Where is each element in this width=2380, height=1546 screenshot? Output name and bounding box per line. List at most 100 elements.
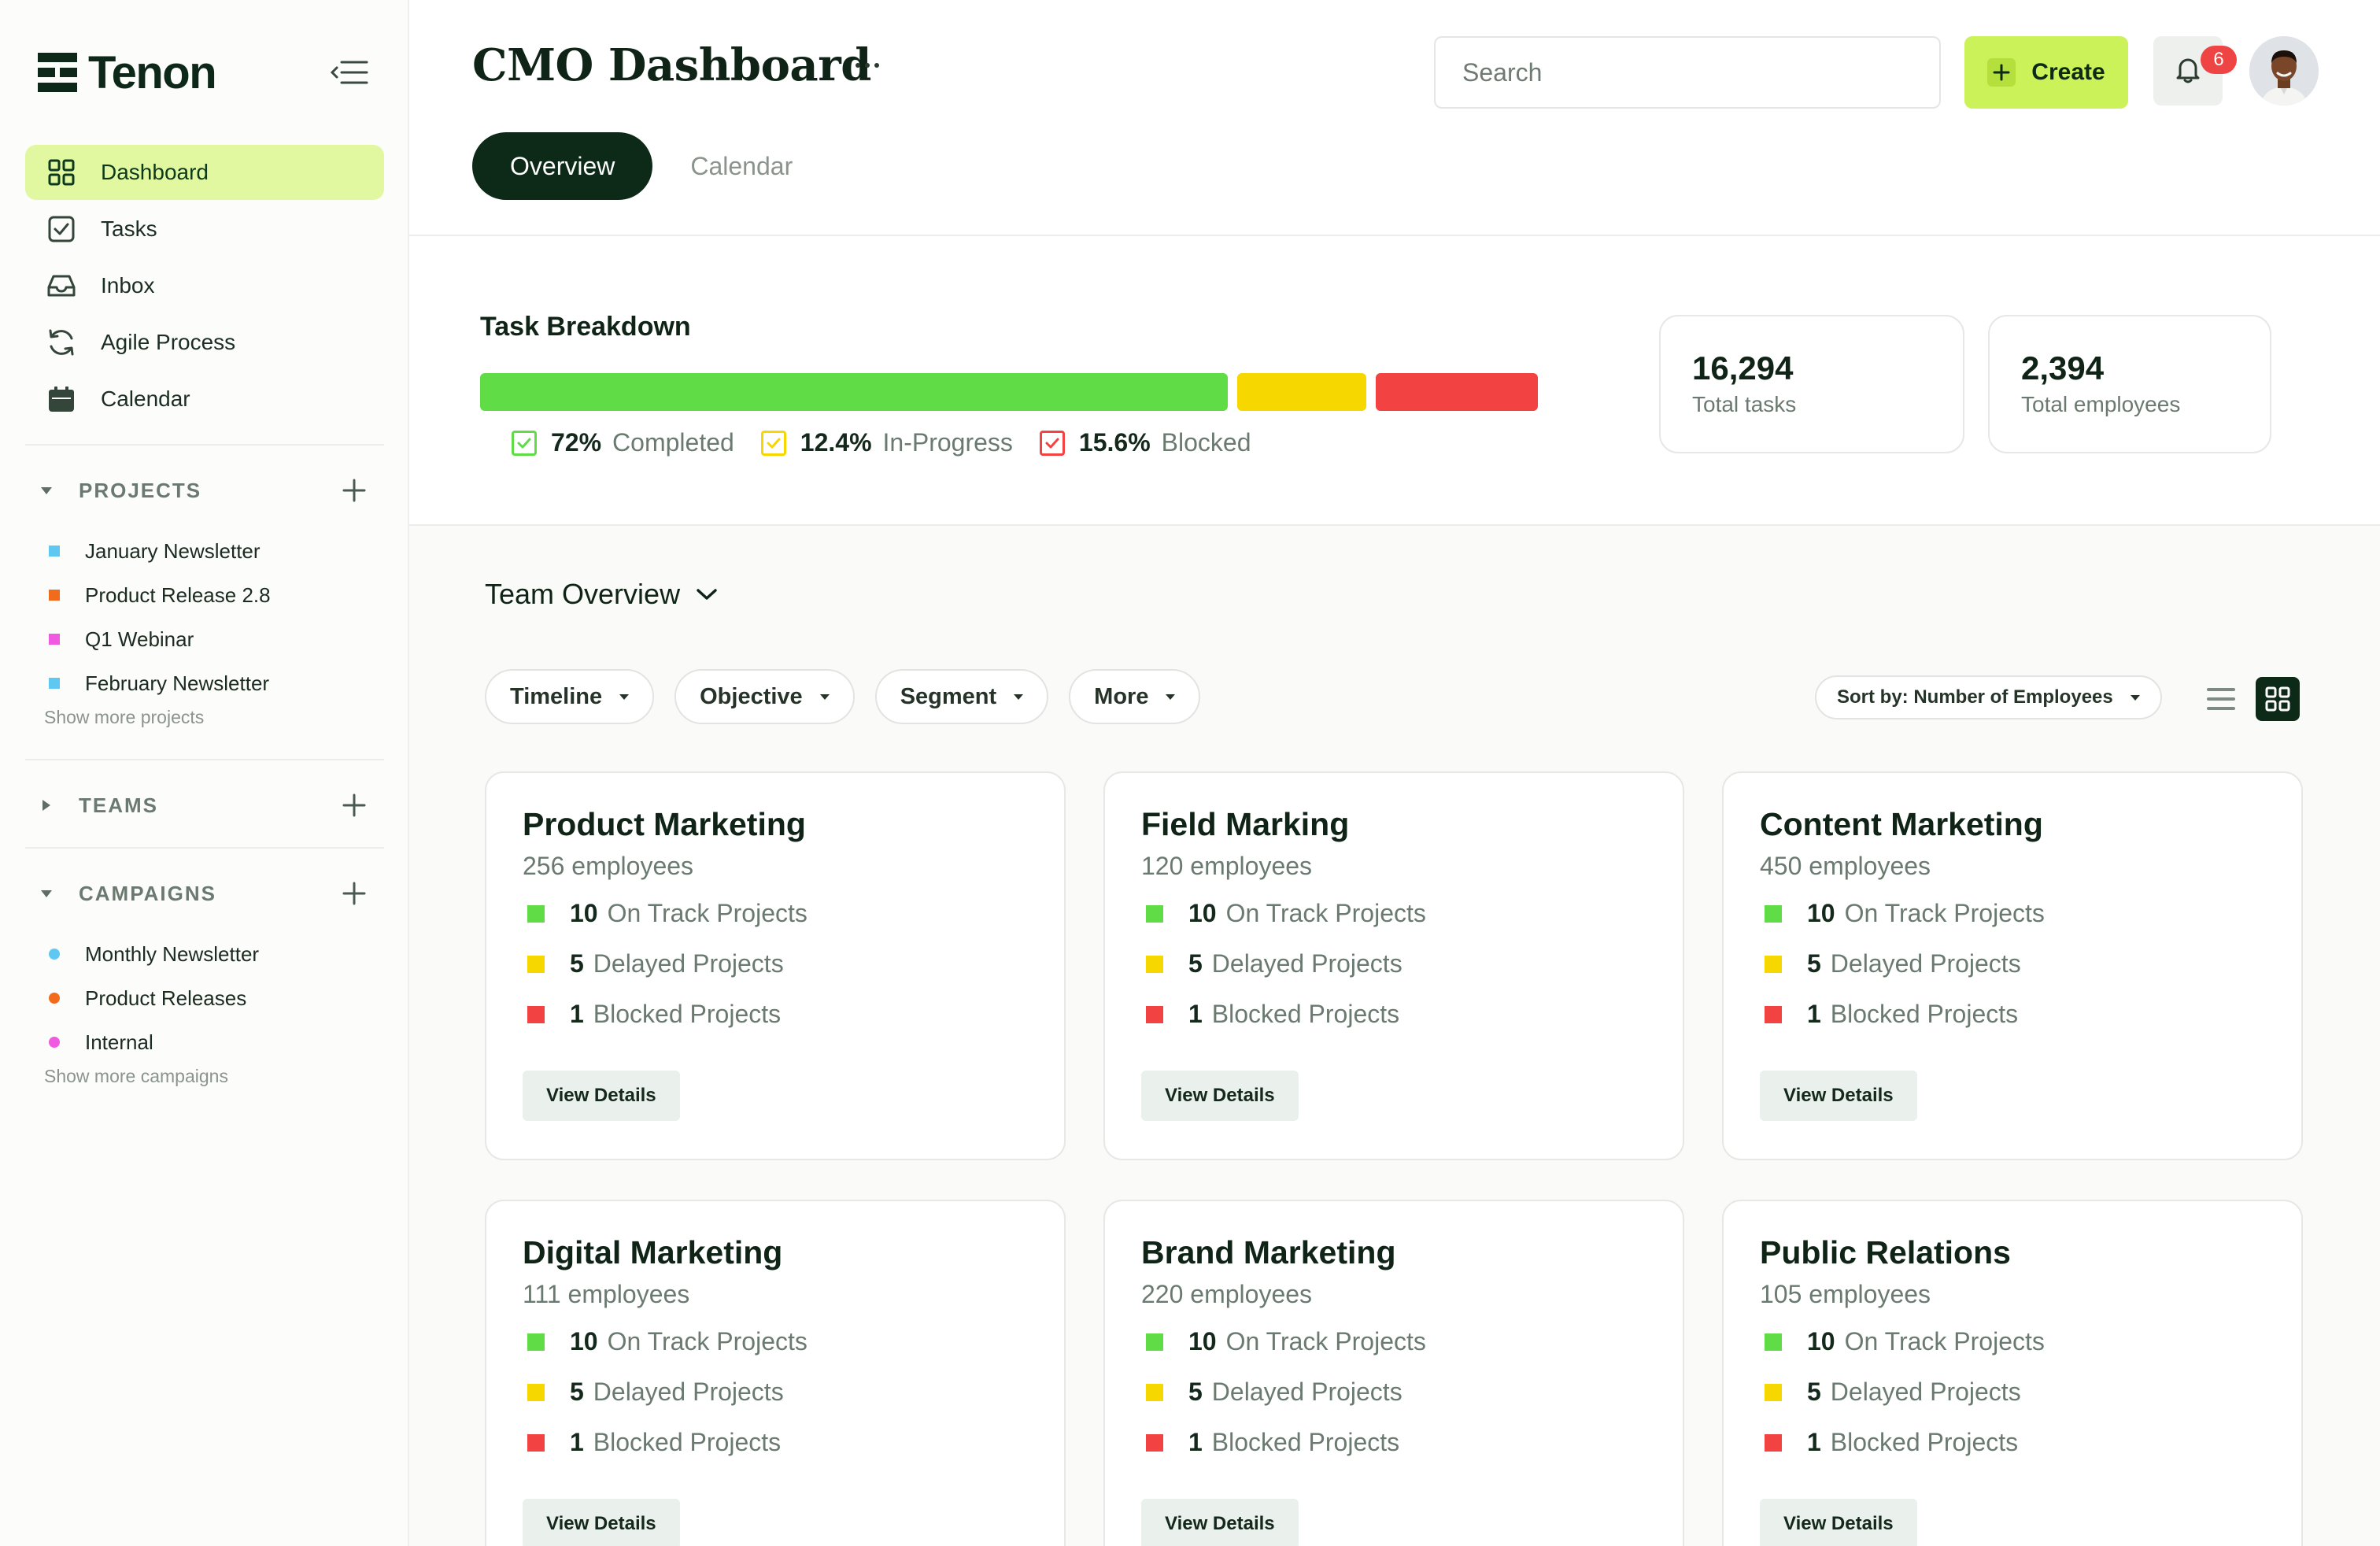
projects-section-header[interactable]: PROJECTS <box>25 471 384 510</box>
divider <box>25 444 384 446</box>
project-status-row: 5 Delayed Projects <box>527 949 784 978</box>
status-square-icon <box>1765 955 1782 973</box>
filter-more[interactable]: More <box>1069 669 1201 724</box>
more-options-icon[interactable] <box>850 54 885 77</box>
view-details-button[interactable]: View Details <box>1141 1499 1299 1546</box>
nav-calendar[interactable]: Calendar <box>25 372 384 427</box>
bell-icon <box>2175 55 2201 87</box>
project-status-row: 10 On Track Projects <box>527 1327 808 1356</box>
project-status-row: 5 Delayed Projects <box>1765 1378 2021 1407</box>
caret-down-icon <box>619 693 630 700</box>
project-item[interactable]: Q1 Webinar <box>44 617 375 661</box>
total-employees-caption: Total employees <box>2021 392 2181 416</box>
status-count: 5 <box>1807 949 1821 978</box>
chevron-down-icon <box>696 587 718 601</box>
team-card: Brand Marketing 220 employees 10 On Track… <box>1103 1200 1684 1546</box>
user-avatar[interactable] <box>2249 36 2319 105</box>
team-employee-count: 105 employees <box>1760 1280 1931 1308</box>
status-count: 1 <box>1807 1428 1821 1456</box>
status-label: On Track Projects <box>1225 899 1426 927</box>
sidebar: Tenon Dashboard Tasks <box>0 0 409 1546</box>
project-label: Q1 Webinar <box>85 627 194 651</box>
legend-label: Completed <box>612 428 734 457</box>
filter-segment[interactable]: Segment <box>874 669 1049 724</box>
calendar-icon <box>46 383 77 415</box>
campaigns-section-header[interactable]: CAMPAIGNS <box>25 874 384 913</box>
status-count: 1 <box>1807 1000 1821 1028</box>
status-count: 5 <box>1188 949 1203 978</box>
status-label: On Track Projects <box>1225 1327 1426 1356</box>
project-item[interactable]: January Newsletter <box>44 529 375 573</box>
caret-down-icon <box>39 889 71 898</box>
view-details-button[interactable]: View Details <box>1760 1071 1917 1121</box>
filter-bar: Timeline Objective Segment More <box>485 669 1221 724</box>
filter-objective[interactable]: Objective <box>674 669 855 724</box>
tab-overview[interactable]: Overview <box>472 132 653 200</box>
campaigns-title: CAMPAIGNS <box>79 881 216 905</box>
legend-completed: 72% Completed <box>512 428 734 457</box>
page-title: CMO Dashboard <box>472 39 871 91</box>
notification-count-badge: 6 <box>2201 46 2237 74</box>
view-details-button[interactable]: View Details <box>523 1499 680 1546</box>
caret-down-icon <box>2130 694 2140 701</box>
nav-label: Agile Process <box>101 330 236 354</box>
view-details-button[interactable]: View Details <box>523 1071 680 1121</box>
campaign-item[interactable]: Monthly Newsletter <box>44 932 375 976</box>
list-view-icon[interactable] <box>2199 677 2243 721</box>
project-status-row: 1 Blocked Projects <box>1146 1000 1399 1029</box>
team-employee-count: 111 employees <box>523 1280 690 1308</box>
view-details-button[interactable]: View Details <box>1141 1071 1299 1121</box>
view-details-button[interactable]: View Details <box>1760 1499 1917 1546</box>
plus-icon <box>1987 58 2016 87</box>
create-button[interactable]: Create <box>1964 36 2128 109</box>
status-square-icon <box>1146 904 1163 923</box>
add-project-icon[interactable] <box>340 476 368 505</box>
sort-dropdown[interactable]: Sort by: Number of Employees <box>1815 675 2162 719</box>
team-name: Product Marketing <box>523 806 806 842</box>
tenon-logo-icon <box>38 53 77 92</box>
status-count: 10 <box>1188 1327 1217 1356</box>
nav-dashboard[interactable]: Dashboard <box>25 145 384 200</box>
show-more-projects-link[interactable]: Show more projects <box>44 707 205 727</box>
project-item[interactable]: February Newsletter <box>44 661 375 705</box>
add-team-icon[interactable] <box>340 791 368 819</box>
check-icon <box>512 430 537 456</box>
team-card: Product Marketing 256 employees 10 On Tra… <box>485 771 1066 1160</box>
campaign-item[interactable]: Internal <box>44 1020 375 1064</box>
status-count: 5 <box>1188 1378 1203 1406</box>
search-input[interactable] <box>1434 36 1941 109</box>
tab-calendar[interactable]: Calendar <box>690 151 793 180</box>
add-campaign-icon[interactable] <box>340 879 368 908</box>
status-count: 5 <box>570 949 584 978</box>
total-employees-value: 2,394 <box>2021 350 2105 386</box>
project-item[interactable]: Product Release 2.8 <box>44 573 375 617</box>
legend-pct: 72% <box>551 428 602 457</box>
filter-timeline[interactable]: Timeline <box>485 669 655 724</box>
total-tasks-caption: Total tasks <box>1692 392 1797 416</box>
campaign-item[interactable]: Product Releases <box>44 976 375 1020</box>
in-progress-segment <box>1237 373 1367 411</box>
team-name: Field Marking <box>1141 806 1350 842</box>
completed-segment <box>480 373 1229 411</box>
nav-inbox[interactable]: Inbox <box>25 258 384 313</box>
nav-agile-process[interactable]: Agile Process <box>25 315 384 370</box>
status-square-icon <box>1146 1333 1163 1351</box>
status-count: 5 <box>1807 1378 1821 1406</box>
nav-tasks[interactable]: Tasks <box>25 202 384 257</box>
project-color-icon <box>49 546 60 557</box>
status-label: Delayed Projects <box>1211 1378 1402 1406</box>
campaign-color-icon <box>49 1037 60 1048</box>
status-count: 1 <box>1188 1428 1203 1456</box>
caret-down-icon <box>1166 693 1176 700</box>
checkbox-icon <box>46 213 77 245</box>
collapse-sidebar-icon[interactable] <box>329 55 370 90</box>
team-overview-dropdown[interactable]: Team Overview <box>485 578 718 611</box>
show-more-campaigns-link[interactable]: Show more campaigns <box>44 1066 228 1086</box>
nav-label: Tasks <box>101 216 157 241</box>
teams-section-header[interactable]: TEAMS <box>25 786 384 825</box>
refresh-icon <box>46 327 77 358</box>
main-content: CMO Dashboard Overview Calendar Create 6 <box>409 0 2380 1546</box>
brand-logo[interactable]: Tenon <box>38 47 217 98</box>
project-status-row: 10 On Track Projects <box>527 899 808 928</box>
grid-view-icon[interactable] <box>2256 677 2300 721</box>
